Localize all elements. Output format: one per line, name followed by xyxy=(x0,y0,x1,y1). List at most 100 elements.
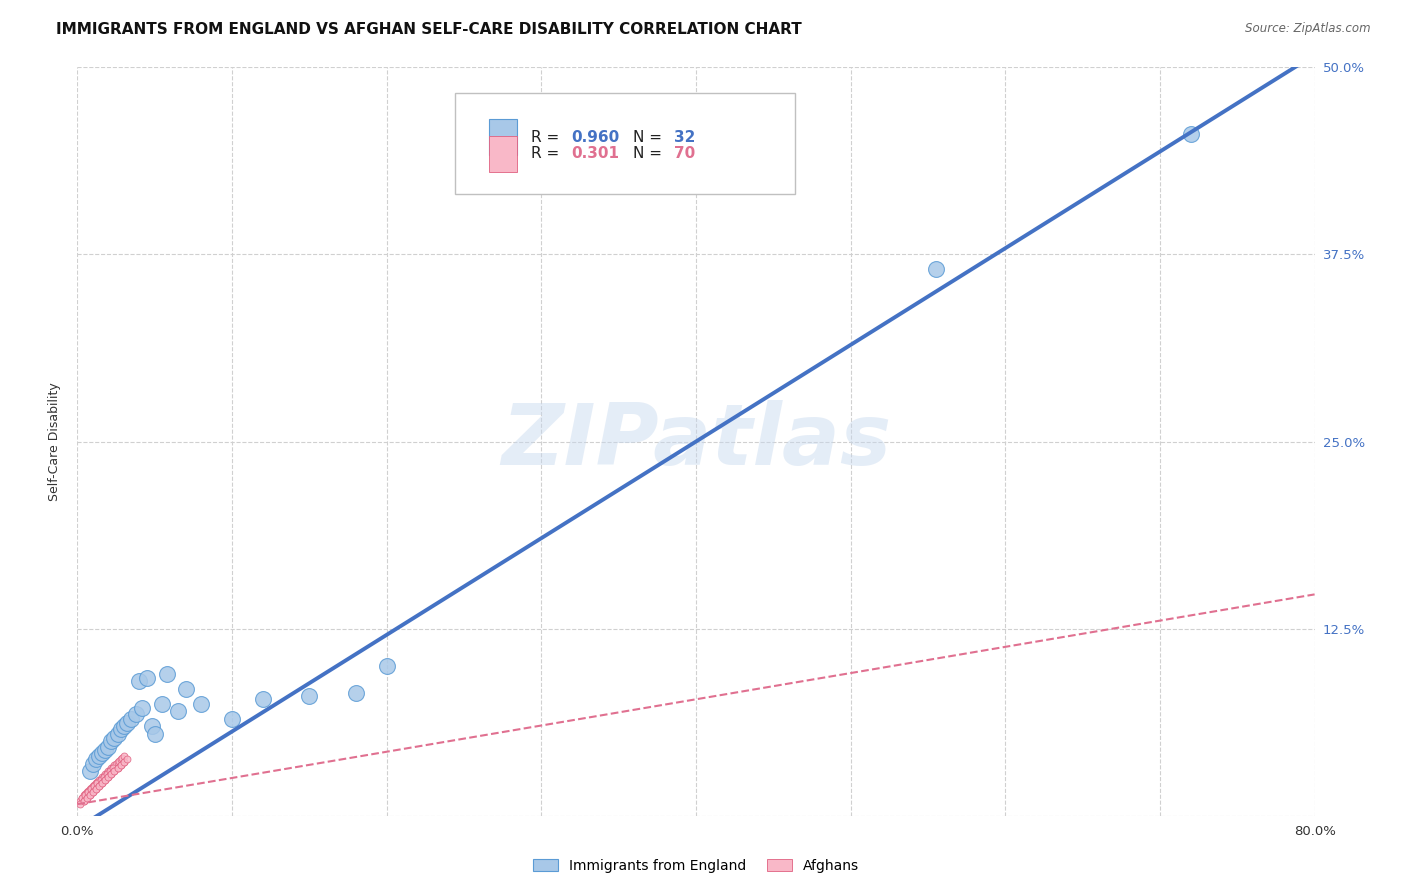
FancyBboxPatch shape xyxy=(454,93,794,194)
Point xyxy=(82,785,104,799)
Point xyxy=(70,791,93,805)
Point xyxy=(110,723,132,737)
Point xyxy=(69,794,91,808)
Point xyxy=(98,763,121,777)
Point xyxy=(136,671,159,685)
Point xyxy=(72,794,94,808)
Point xyxy=(91,770,114,784)
Point xyxy=(91,776,114,790)
Point xyxy=(167,704,190,718)
Point xyxy=(1180,128,1202,142)
Point xyxy=(76,791,98,805)
Point xyxy=(107,756,129,770)
Point xyxy=(90,772,111,786)
Point xyxy=(87,779,110,793)
Text: N =: N = xyxy=(633,146,666,161)
Point xyxy=(83,779,105,793)
Point xyxy=(83,778,105,792)
Point xyxy=(112,719,135,733)
Point xyxy=(112,749,135,764)
Point xyxy=(103,758,125,772)
Point xyxy=(107,761,129,775)
Point xyxy=(86,776,108,790)
Point xyxy=(97,740,120,755)
Point xyxy=(221,712,243,726)
Point xyxy=(79,764,101,779)
Point xyxy=(110,758,132,772)
Point xyxy=(82,756,104,771)
Point xyxy=(298,690,321,704)
Point xyxy=(108,754,131,768)
Point xyxy=(152,697,174,711)
Point xyxy=(79,788,101,802)
Text: 70: 70 xyxy=(673,146,695,161)
Text: 32: 32 xyxy=(673,130,695,145)
Point xyxy=(79,782,101,797)
Point xyxy=(174,681,197,696)
Point xyxy=(86,774,108,789)
Point xyxy=(375,659,398,673)
Point xyxy=(103,731,125,746)
Point xyxy=(115,716,138,731)
Y-axis label: Self-Care Disability: Self-Care Disability xyxy=(48,382,62,501)
Text: 0.301: 0.301 xyxy=(571,146,619,161)
Point xyxy=(87,779,110,793)
Point xyxy=(101,760,124,774)
Point xyxy=(128,674,150,689)
Point xyxy=(97,764,120,779)
Point xyxy=(100,734,122,748)
Point xyxy=(110,752,132,766)
Point xyxy=(103,764,125,779)
Point xyxy=(76,791,98,805)
Text: R =: R = xyxy=(531,130,565,145)
Point xyxy=(112,756,135,770)
Point xyxy=(96,767,118,781)
Point xyxy=(100,761,122,775)
Point xyxy=(101,761,124,775)
Point xyxy=(80,782,103,797)
Point xyxy=(107,727,129,741)
Text: R =: R = xyxy=(531,146,565,161)
Point xyxy=(72,788,94,802)
Point xyxy=(75,787,96,801)
Point xyxy=(79,788,101,802)
Point xyxy=(84,782,107,797)
Point xyxy=(84,776,107,790)
Point xyxy=(252,692,274,706)
Text: Source: ZipAtlas.com: Source: ZipAtlas.com xyxy=(1246,22,1371,36)
Point xyxy=(100,767,122,781)
Point xyxy=(94,767,117,781)
Text: IMMIGRANTS FROM ENGLAND VS AFGHAN SELF-CARE DISABILITY CORRELATION CHART: IMMIGRANTS FROM ENGLAND VS AFGHAN SELF-C… xyxy=(56,22,801,37)
Point xyxy=(97,770,120,784)
Point xyxy=(96,765,118,780)
Point xyxy=(84,752,107,766)
Point xyxy=(97,770,120,784)
FancyBboxPatch shape xyxy=(489,136,516,172)
Point xyxy=(93,769,115,783)
Point xyxy=(344,686,367,700)
Point xyxy=(80,780,103,795)
Point xyxy=(156,666,179,681)
Point xyxy=(91,746,114,760)
FancyBboxPatch shape xyxy=(489,120,516,155)
Point xyxy=(94,773,117,788)
Point xyxy=(141,719,163,733)
Point xyxy=(69,797,91,812)
Point xyxy=(72,794,94,808)
Point xyxy=(93,770,115,784)
Point xyxy=(131,701,153,715)
Point xyxy=(87,749,110,764)
Point xyxy=(77,783,100,797)
Point xyxy=(143,727,166,741)
Point xyxy=(70,791,93,805)
Point xyxy=(107,761,129,775)
Point xyxy=(103,764,125,779)
Point xyxy=(115,752,138,766)
Point xyxy=(105,756,127,771)
Point xyxy=(82,785,104,799)
Point xyxy=(84,782,107,797)
Point xyxy=(110,758,132,772)
Point xyxy=(925,262,948,277)
Text: 0.960: 0.960 xyxy=(571,130,619,145)
Point xyxy=(121,712,143,726)
